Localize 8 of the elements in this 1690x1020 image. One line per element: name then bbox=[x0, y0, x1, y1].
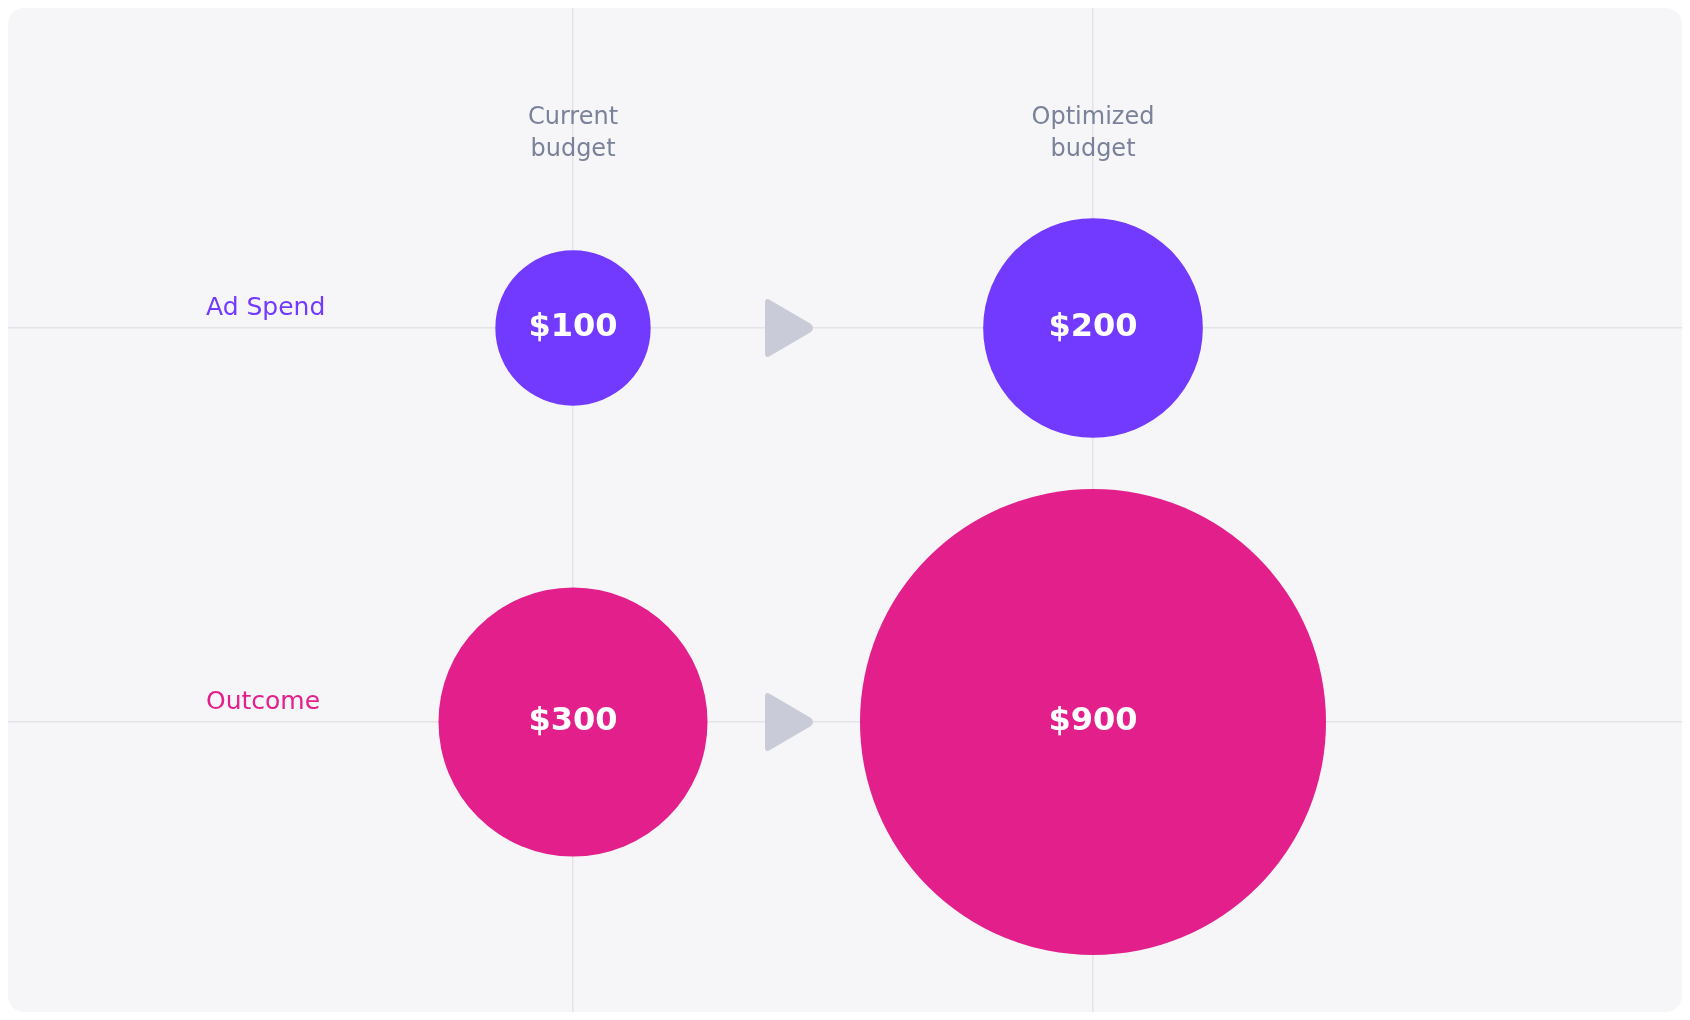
category-label: Optimized budget bbox=[1030, 101, 1156, 164]
data-label: $900 bbox=[1048, 700, 1138, 739]
data-label: $200 bbox=[1048, 306, 1138, 345]
text: Ad Spend bbox=[206, 292, 326, 321]
data-label: $100 bbox=[528, 306, 618, 345]
category-label: Current budget bbox=[526, 101, 620, 164]
text: Outcome bbox=[206, 686, 321, 715]
data-label: $300 bbox=[528, 700, 618, 739]
